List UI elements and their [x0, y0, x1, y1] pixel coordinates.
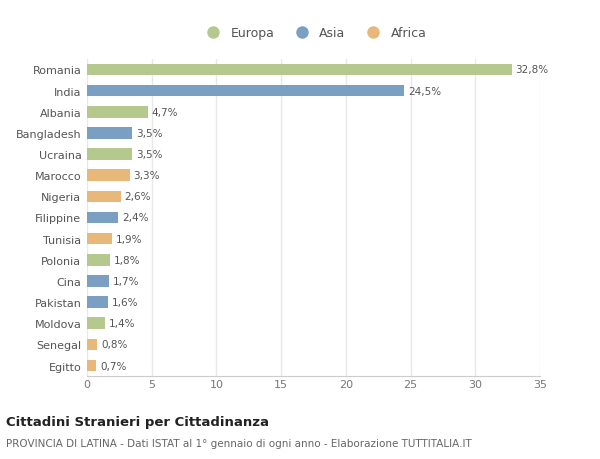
Bar	[87, 360, 96, 372]
Text: 1,6%: 1,6%	[112, 297, 138, 308]
Bar	[87, 85, 404, 97]
Bar	[87, 106, 148, 118]
Bar	[87, 275, 109, 287]
Text: 3,3%: 3,3%	[134, 171, 160, 181]
Text: PROVINCIA DI LATINA - Dati ISTAT al 1° gennaio di ogni anno - Elaborazione TUTTI: PROVINCIA DI LATINA - Dati ISTAT al 1° g…	[6, 438, 472, 448]
Text: 3,5%: 3,5%	[136, 150, 163, 160]
Bar	[87, 191, 121, 203]
Bar	[87, 149, 133, 161]
Text: 24,5%: 24,5%	[408, 86, 441, 96]
Bar	[87, 170, 130, 182]
Bar	[87, 254, 110, 266]
Text: Cittadini Stranieri per Cittadinanza: Cittadini Stranieri per Cittadinanza	[6, 415, 269, 428]
Text: 1,7%: 1,7%	[113, 276, 139, 286]
Bar	[87, 318, 105, 330]
Text: 2,6%: 2,6%	[125, 192, 151, 202]
Text: 1,8%: 1,8%	[114, 255, 140, 265]
Bar	[87, 233, 112, 245]
Bar	[87, 64, 512, 76]
Text: 32,8%: 32,8%	[515, 65, 548, 75]
Text: 3,5%: 3,5%	[136, 129, 163, 139]
Text: 0,7%: 0,7%	[100, 361, 127, 371]
Bar	[87, 297, 108, 308]
Bar	[87, 128, 133, 140]
Text: 4,7%: 4,7%	[152, 107, 178, 118]
Text: 2,4%: 2,4%	[122, 213, 148, 223]
Bar	[87, 212, 118, 224]
Text: 0,8%: 0,8%	[101, 340, 128, 350]
Legend: Europa, Asia, Africa: Europa, Asia, Africa	[198, 25, 429, 43]
Bar	[87, 339, 97, 351]
Text: 1,9%: 1,9%	[115, 234, 142, 244]
Text: 1,4%: 1,4%	[109, 319, 136, 329]
